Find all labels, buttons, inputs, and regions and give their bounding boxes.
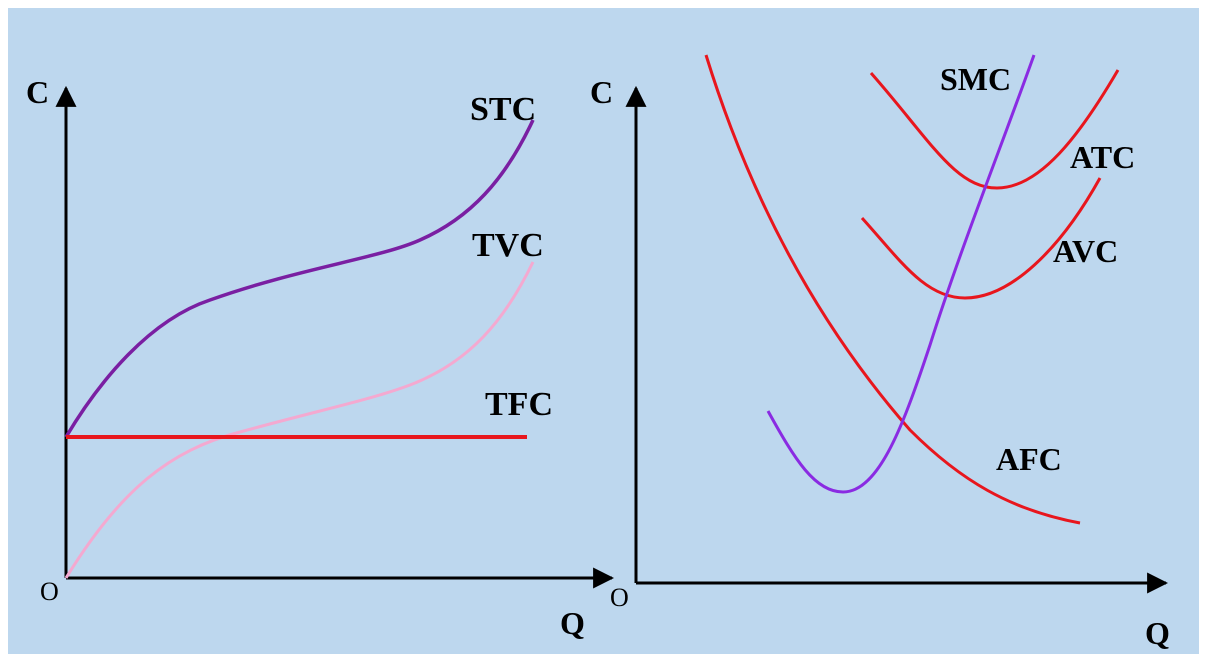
afc-label: AFC	[996, 441, 1062, 477]
left-y-axis-label: C	[26, 74, 49, 110]
right-x-axis-label: Q	[1145, 615, 1170, 651]
stc-label: STC	[470, 91, 536, 128]
avc-label: AVC	[1053, 233, 1118, 269]
unit-cost-chart: SMC ATC AVC AFC C Q O	[590, 54, 1170, 651]
right-y-axis-label: C	[590, 74, 613, 110]
left-origin-label: O	[40, 577, 59, 606]
atc-curve	[869, 69, 1120, 190]
tfc-label: TFC	[485, 386, 553, 423]
left-x-axis-label: Q	[560, 605, 585, 641]
tvc-label: TVC	[472, 227, 544, 264]
avc-curve	[860, 177, 1102, 300]
afc-curve	[704, 54, 1081, 525]
smc-curve	[766, 54, 1036, 494]
total-cost-chart: STC TVC TFC C Q O	[26, 74, 615, 641]
smc-label: SMC	[940, 61, 1011, 97]
tvc-curve	[64, 261, 535, 579]
right-origin-label: O	[610, 583, 629, 612]
atc-label: ATC	[1070, 139, 1135, 175]
figure-background	[8, 8, 1199, 654]
stc-curve	[64, 119, 535, 438]
